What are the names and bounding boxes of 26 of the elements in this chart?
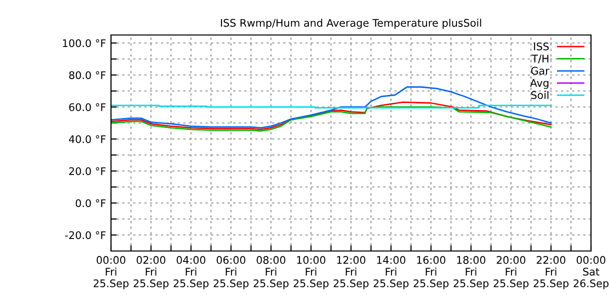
x-tick-label: 20:00 Fri 25.Sep — [494, 256, 529, 290]
legend-label: Avg — [530, 79, 548, 89]
x-tick-label: 02:00 Fri 25.Sep — [134, 256, 169, 290]
x-tick-label: 00:00 Sat 26.Sep — [574, 256, 609, 290]
x-tick-label: 00:00 Fri 25.Sep — [94, 256, 129, 290]
x-tick-label: 06:00 Fri 25.Sep — [214, 256, 249, 290]
x-tick-label: 22:00 Fri 25.Sep — [534, 256, 569, 290]
chart-title: ISS Rwmp/Hum and Average Temperature plusSoil — [220, 18, 482, 29]
x-tick-label: 18:00 Fri 25.Sep — [454, 256, 489, 290]
x-tick-label: 04:00 Fri 25.Sep — [174, 256, 209, 290]
y-tick-label: 100.0 °F — [62, 39, 106, 48]
x-tick-label: 10:00 Fri 25.Sep — [294, 256, 329, 290]
y-tick-label: 40.0 °F — [68, 135, 106, 144]
x-tick-label: 12:00 Fri 25.Sep — [334, 256, 369, 290]
legend-label: ISS — [534, 42, 549, 50]
x-tick-label: 08:00 Fri 25.Sep — [254, 256, 289, 290]
legend-label: T/H — [532, 54, 548, 64]
y-tick-label: 80.0 °F — [69, 71, 106, 80]
legend-label: Soil — [531, 90, 548, 100]
y-tick-label: 0.0 °F — [76, 199, 106, 208]
y-tick-label: 20.0 °F — [69, 167, 106, 176]
x-tick-label: 16:00 Fri 25.Sep — [414, 256, 449, 290]
legend-label: Gar — [531, 66, 550, 75]
y-tick-label: -20.0 °F — [65, 231, 106, 240]
y-tick-label: 60.0 °F — [69, 103, 106, 112]
x-tick-label: 14:00 Fri 25.Sep — [374, 256, 409, 290]
